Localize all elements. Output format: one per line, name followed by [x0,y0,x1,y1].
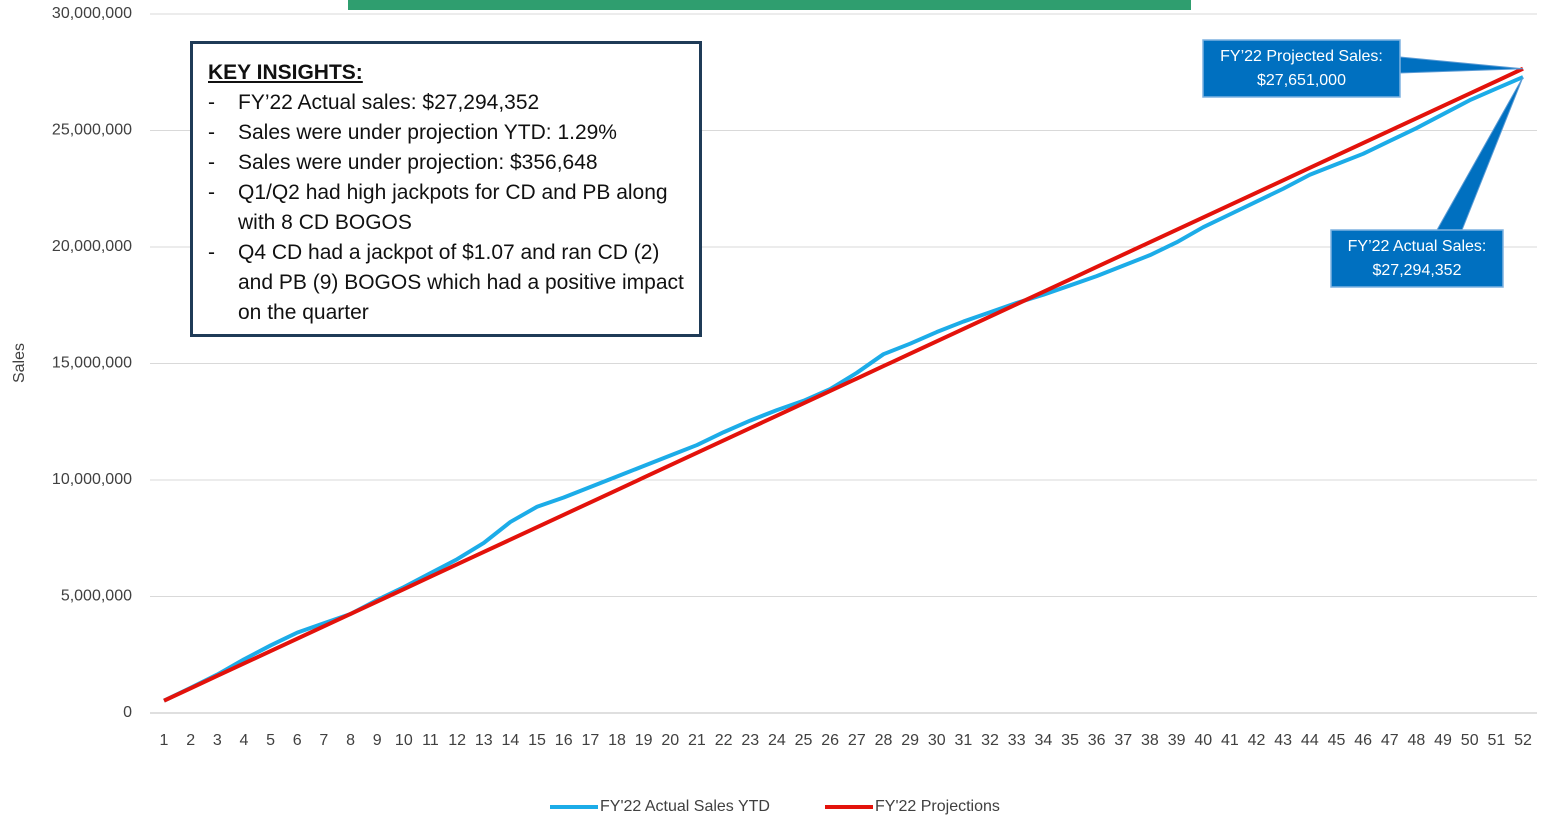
y-tick-label: 10,000,000 [52,471,132,488]
callout-pointer [1436,76,1524,231]
insight-text: Sales were under projection YTD: 1.29% [238,121,617,144]
callout-text: FY’22 Projected Sales: [1220,48,1383,65]
insight-text: Q1/Q2 had high jackpots for CD and PB al… [238,181,668,234]
callout-text: FY’22 Actual Sales: [1348,238,1487,255]
x-tick-label: 21 [688,732,706,749]
series-line [163,66,1524,703]
x-tick-label: 14 [502,732,520,749]
x-tick-label: 34 [1034,732,1052,749]
x-tick-label: 8 [346,732,355,749]
y-tick-label: 0 [123,704,132,721]
x-tick-label: 33 [1008,732,1026,749]
x-tick-label: 17 [581,732,599,749]
x-tick-label: 43 [1274,732,1292,749]
x-tick-label: 25 [795,732,813,749]
insights-box: KEY INSIGHTS: - FY’22 Actual sales: $27,2… [190,41,702,337]
insight-text: Q4 CD had a jackpot of $1.07 and ran CD … [238,241,684,324]
y-tick-label: 5,000,000 [61,588,132,605]
x-tick-label: 9 [373,732,382,749]
x-tick-label: 52 [1514,732,1532,749]
x-tick-label: 35 [1061,732,1079,749]
insights-heading: KEY INSIGHTS: [208,61,363,84]
x-tick-label: 6 [293,732,302,749]
x-tick-label: 16 [555,732,573,749]
legend-label: FY'22 Actual Sales YTD [600,798,770,815]
x-tick-label: 15 [528,732,546,749]
x-tick-label: 38 [1141,732,1159,749]
y-tick-label: 30,000,000 [52,5,132,22]
x-tick-label: 45 [1328,732,1346,749]
y-tick-label: 20,000,000 [52,238,132,255]
x-tick-label: 7 [319,732,328,749]
x-tick-label: 23 [741,732,759,749]
insight-item: - Sales were under projection: $356,648 [208,148,684,178]
x-tick-label: 18 [608,732,626,749]
x-tick-label: 48 [1408,732,1426,749]
x-tick-label: 44 [1301,732,1319,749]
title-bar [348,0,1191,10]
x-tick-label: 2 [186,732,195,749]
insight-item: - Q1/Q2 had high jackpots for CD and PB a… [208,178,684,238]
x-tick-label: 47 [1381,732,1399,749]
callout-text: $27,294,352 [1373,262,1462,279]
y-tick-label: 25,000,000 [52,122,132,139]
insight-text: FY’22 Actual sales: $27,294,352 [238,91,540,114]
x-tick-label: 51 [1487,732,1505,749]
x-tick-label: 13 [475,732,493,749]
x-tick-label: 30 [928,732,946,749]
x-tick-label: 12 [448,732,466,749]
insight-item: - Q4 CD had a jackpot of $1.07 and ran CD… [208,238,684,328]
x-tick-label: 50 [1461,732,1479,749]
x-tick-label: 22 [715,732,733,749]
x-tick-label: 10 [395,732,413,749]
x-tick-label: 3 [213,732,222,749]
insight-item: - FY’22 Actual sales: $27,294,352 [208,88,684,118]
x-tick-label: 1 [160,732,169,749]
callout-text: $27,651,000 [1257,72,1346,89]
x-tick-label: 42 [1248,732,1266,749]
x-tick-label: 26 [821,732,839,749]
callout-pointer [1399,56,1524,74]
x-tick-label: 49 [1434,732,1452,749]
x-tick-label: 32 [981,732,999,749]
x-tick-label: 19 [635,732,653,749]
x-tick-label: 27 [848,732,866,749]
insight-text: Sales were under projection: $356,648 [238,151,598,174]
y-axis-label: Sales [11,343,28,383]
x-tick-label: 5 [266,732,275,749]
x-tick-label: 39 [1168,732,1186,749]
x-tick-label: 37 [1114,732,1132,749]
legend-label: FY'22 Projections [875,798,1000,815]
x-tick-label: 20 [661,732,679,749]
x-tick-label: 29 [901,732,919,749]
x-tick-label: 41 [1221,732,1239,749]
insight-item: - Sales were under projection YTD: 1.29% [208,118,684,148]
callout-box [1202,39,1401,98]
x-tick-label: 40 [1194,732,1212,749]
x-tick-label: 24 [768,732,786,749]
x-tick-label: 46 [1354,732,1372,749]
x-tick-label: 28 [875,732,893,749]
callout-box [1330,229,1504,288]
x-tick-label: 31 [955,732,973,749]
x-tick-label: 4 [239,732,248,749]
y-tick-label: 15,000,000 [52,355,132,372]
x-tick-label: 36 [1088,732,1106,749]
x-tick-label: 11 [422,732,439,749]
